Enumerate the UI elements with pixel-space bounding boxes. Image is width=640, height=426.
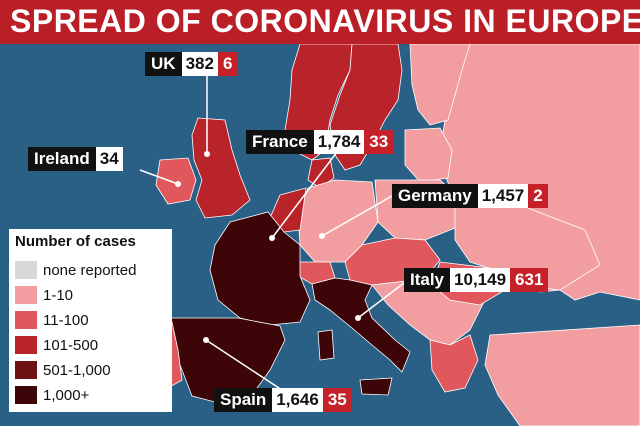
legend-swatch-501-1000 — [15, 361, 37, 379]
callout-italy-deaths: 631 — [510, 268, 549, 292]
legend-label-11-100: 11-100 — [43, 311, 89, 329]
legend-item-11-100: 11-100 — [15, 310, 89, 330]
callout-germany-cases: 1,457 — [477, 184, 529, 208]
callout-spain-deaths: 35 — [322, 388, 352, 412]
callout-uk: UK 382 6 — [145, 52, 238, 76]
callout-uk-name: UK — [145, 52, 182, 76]
leader-dot-uk — [204, 151, 210, 157]
legend-item-501-1000: 501-1,000 — [15, 360, 111, 380]
legend-label-101-500: 101-500 — [43, 336, 99, 354]
legend-swatch-11-100 — [15, 311, 37, 329]
callout-germany: Germany 1,457 2 — [392, 184, 548, 208]
callout-ireland: Ireland 34 — [28, 147, 123, 171]
callout-france: France 1,784 33 — [246, 130, 394, 154]
region-islands — [317, 329, 393, 396]
callout-germany-deaths: 2 — [528, 184, 548, 208]
legend: Number of cases none reported 1-10 11-10… — [9, 229, 172, 412]
callout-italy-name: Italy — [404, 268, 451, 292]
legend-title: Number of cases — [15, 233, 136, 250]
callout-ireland-name: Ireland — [28, 147, 96, 171]
leader-spain — [205, 339, 283, 391]
callout-spain-name: Spain — [214, 388, 273, 412]
callout-italy-cases: 10,149 — [450, 268, 511, 292]
legend-swatch-1-10 — [15, 286, 37, 304]
callout-uk-deaths: 6 — [217, 52, 238, 76]
callout-france-cases: 1,784 — [313, 130, 365, 154]
legend-item-1000-plus: 1,000+ — [15, 385, 89, 405]
country-france — [209, 211, 311, 326]
page-title: SPREAD OF CORONAVIRUS IN EUROPE — [10, 3, 640, 39]
legend-label-1-10: 1-10 — [43, 286, 74, 304]
leader-italy — [357, 282, 405, 319]
legend-swatch-1000-plus — [15, 386, 37, 404]
leader-france — [271, 151, 338, 239]
leader-dot-germany — [319, 233, 325, 239]
legend-item-101-500: 101-500 — [15, 335, 98, 355]
legend-label-501-1000: 501-1,000 — [43, 361, 111, 379]
region-baltics — [404, 127, 453, 183]
legend-swatch-none — [15, 261, 37, 279]
legend-item-1-10: 1-10 — [15, 285, 73, 305]
callout-ireland-cases: 34 — [95, 147, 123, 171]
country-ireland — [155, 157, 197, 205]
legend-label-1000-plus: 1,000+ — [43, 386, 90, 404]
country-italy — [311, 277, 411, 373]
callout-spain: Spain 1,646 35 — [214, 388, 352, 412]
legend-swatch-101-500 — [15, 336, 37, 354]
country-greece — [429, 334, 479, 393]
callout-spain-cases: 1,646 — [272, 388, 323, 412]
leader-dot-italy — [355, 315, 361, 321]
leader-dot-ireland — [175, 181, 181, 187]
callout-italy: Italy 10,149 631 — [404, 268, 549, 292]
legend-item-none: none reported — [15, 260, 136, 280]
leader-ireland — [139, 169, 179, 185]
leader-germany — [321, 195, 393, 237]
callout-uk-cases: 382 — [181, 52, 218, 76]
callout-france-name: France — [246, 130, 314, 154]
title-bar: SPREAD OF CORONAVIRUS IN EUROPE — [0, 0, 640, 44]
leader-dot-france — [269, 235, 275, 241]
legend-label-none: none reported — [43, 261, 137, 279]
callout-france-deaths: 33 — [364, 130, 394, 154]
leader-dot-spain — [203, 337, 209, 343]
region-benelux — [269, 187, 307, 233]
country-finland — [409, 43, 471, 126]
country-turkey — [484, 324, 640, 426]
callout-germany-name: Germany — [392, 184, 478, 208]
